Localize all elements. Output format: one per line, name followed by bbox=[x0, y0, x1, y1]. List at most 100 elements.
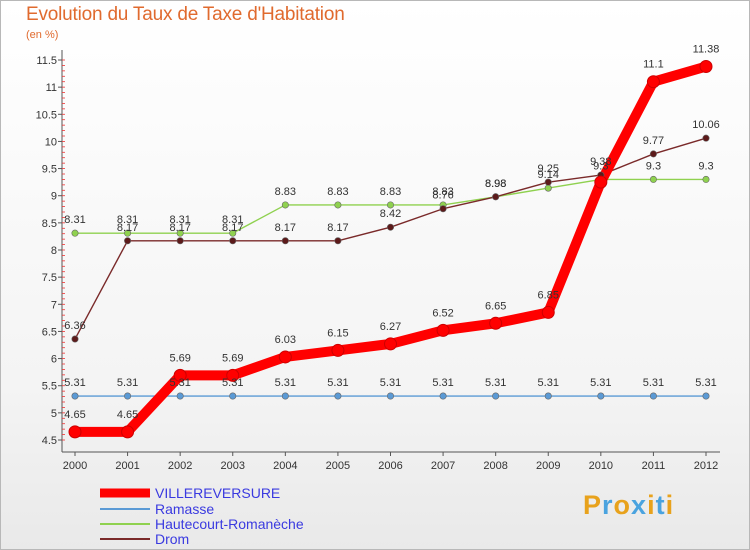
data-point bbox=[124, 392, 132, 400]
data-point bbox=[334, 237, 342, 245]
data-label: 8.31 bbox=[64, 214, 85, 226]
logo-letter: x bbox=[631, 490, 648, 520]
data-label: 4.65 bbox=[64, 409, 85, 421]
data-label: 8.17 bbox=[222, 222, 243, 234]
data-labels: 4.65 4.65 5.69 5.69 6.03 6.15 6.27 6.52 6.65 6.85… bbox=[64, 44, 719, 421]
legend-label: VILLEREVERSURE bbox=[155, 485, 280, 501]
data-point bbox=[544, 178, 552, 186]
data-point bbox=[492, 193, 500, 201]
legend: VILLEREVERSURERamasseHautecourt-Romanèch… bbox=[100, 485, 304, 547]
data-point bbox=[173, 368, 187, 382]
logo-letter: o bbox=[613, 490, 632, 520]
x-tick-label: 2004 bbox=[273, 460, 297, 472]
logo-letter: i bbox=[665, 490, 675, 520]
data-label: 8.83 bbox=[327, 186, 348, 198]
data-point bbox=[386, 392, 394, 400]
data-label: 5.31 bbox=[432, 377, 453, 389]
data-point bbox=[597, 392, 605, 400]
data-label: 5.31 bbox=[327, 377, 348, 389]
y-tick-label: 10 bbox=[45, 136, 57, 148]
data-label: 8.31 bbox=[169, 214, 190, 226]
data-point bbox=[281, 237, 289, 245]
x-tick-label: 2012 bbox=[694, 460, 718, 472]
data-point bbox=[278, 350, 292, 364]
data-point bbox=[68, 425, 82, 439]
data-point bbox=[386, 223, 394, 231]
data-label: 5.69 bbox=[222, 352, 243, 364]
x-tick-label: 2003 bbox=[221, 460, 245, 472]
legend-label: Ramasse bbox=[155, 501, 214, 517]
data-label: 4.65 bbox=[117, 409, 138, 421]
data-point bbox=[702, 134, 710, 142]
axes: 4.5 5 5.5 6 6.5 7 7.5 8 8.5 9 9.5 10 10.5 11 11.5 2000 2… bbox=[36, 50, 720, 472]
data-point bbox=[649, 150, 657, 158]
data-point bbox=[281, 201, 289, 209]
data-point bbox=[176, 237, 184, 245]
proxiti-logo: Proxiti bbox=[583, 490, 674, 521]
data-label: 8.98 bbox=[485, 178, 506, 190]
legend-label: Hautecourt-Romanèche bbox=[155, 516, 304, 532]
y-tick-label: 8.5 bbox=[42, 218, 57, 230]
data-label: 8.31 bbox=[222, 214, 243, 226]
data-point bbox=[649, 392, 657, 400]
data-point bbox=[71, 335, 79, 343]
data-point bbox=[176, 229, 184, 237]
data-point bbox=[541, 305, 555, 319]
data-label: 5.69 bbox=[169, 352, 190, 364]
data-point bbox=[334, 392, 342, 400]
data-label: 6.52 bbox=[432, 307, 453, 319]
data-label: 5.31 bbox=[643, 377, 664, 389]
x-tick-label: 2008 bbox=[483, 460, 507, 472]
y-tick-label: 4.5 bbox=[42, 435, 57, 447]
data-label: 5.31 bbox=[695, 377, 716, 389]
y-tick-label: 11.5 bbox=[36, 55, 57, 67]
data-point bbox=[439, 205, 447, 213]
data-label: 9.38 bbox=[590, 156, 611, 168]
data-point bbox=[229, 229, 237, 237]
x-tick-label: 2000 bbox=[63, 460, 87, 472]
data-label: 8.17 bbox=[275, 222, 296, 234]
data-label: 5.31 bbox=[275, 377, 296, 389]
data-point bbox=[229, 237, 237, 245]
y-tick-label: 5.5 bbox=[42, 381, 57, 393]
data-label: 8.83 bbox=[380, 186, 401, 198]
data-label: 9.25 bbox=[538, 163, 559, 175]
data-point bbox=[594, 175, 608, 189]
data-label: 11.1 bbox=[643, 59, 664, 71]
x-tick-label: 2007 bbox=[431, 460, 455, 472]
data-label: 6.36 bbox=[64, 320, 85, 332]
data-point bbox=[489, 316, 503, 330]
legend-label: Drom bbox=[155, 531, 189, 547]
y-tick-label: 7 bbox=[51, 299, 57, 311]
data-label: 6.85 bbox=[538, 289, 559, 301]
data-point bbox=[71, 229, 79, 237]
x-tick-label: 2010 bbox=[589, 460, 613, 472]
series-points bbox=[68, 60, 713, 439]
x-tick-label: 2005 bbox=[326, 460, 350, 472]
data-label: 5.31 bbox=[117, 377, 138, 389]
data-label: 10.06 bbox=[692, 119, 720, 131]
data-point bbox=[702, 392, 710, 400]
y-tick-label: 7.5 bbox=[42, 272, 57, 284]
data-label: 6.03 bbox=[275, 334, 296, 346]
logo-letter: r bbox=[602, 490, 614, 520]
data-label: 8.17 bbox=[117, 222, 138, 234]
data-label: 6.15 bbox=[327, 327, 348, 339]
data-label: 8.17 bbox=[169, 222, 190, 234]
data-point bbox=[124, 229, 132, 237]
data-point bbox=[439, 392, 447, 400]
data-label: 5.31 bbox=[538, 377, 559, 389]
data-point bbox=[699, 60, 713, 74]
data-point bbox=[492, 392, 500, 400]
data-point bbox=[121, 425, 135, 439]
y-tick-label: 8 bbox=[51, 245, 57, 257]
data-label: 5.31 bbox=[485, 377, 506, 389]
y-tick-label: 6 bbox=[51, 354, 57, 366]
y-tick-label: 9 bbox=[51, 191, 57, 203]
data-label: 8.83 bbox=[432, 186, 453, 198]
data-label: 8.76 bbox=[432, 190, 453, 202]
data-point bbox=[386, 201, 394, 209]
logo-letter: i bbox=[647, 490, 656, 520]
data-point bbox=[436, 323, 450, 337]
